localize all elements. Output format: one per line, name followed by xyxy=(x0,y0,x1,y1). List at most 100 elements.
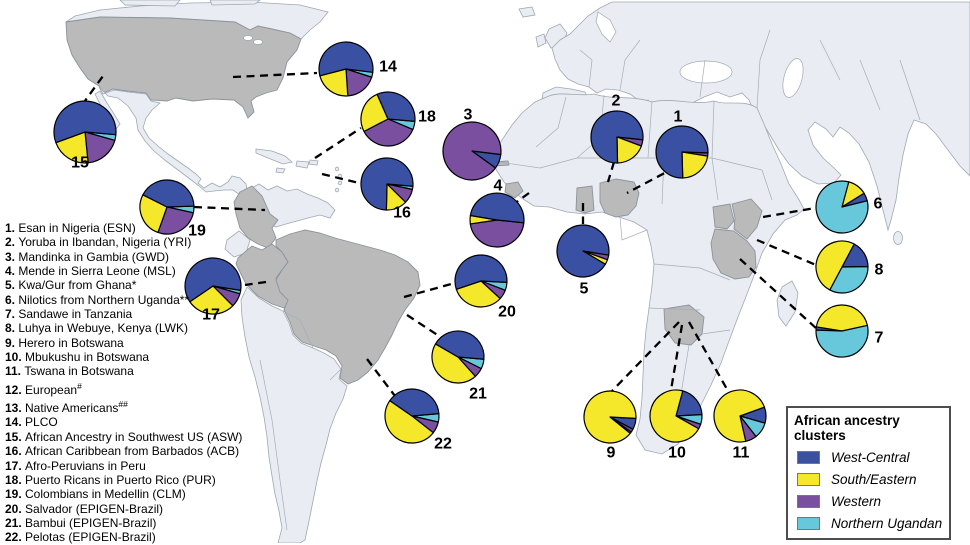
population-list-number: 13. xyxy=(5,401,26,416)
map-island-jamaica xyxy=(275,167,286,174)
connector-line xyxy=(193,205,266,212)
pie-22: 22 xyxy=(384,388,452,453)
connector-line xyxy=(626,165,677,195)
pie-slice-nu xyxy=(815,324,869,358)
legend-title: African ancestry clusters xyxy=(794,413,900,443)
population-list-number: 12. xyxy=(5,382,26,397)
population-list-number: 9. xyxy=(5,335,19,350)
map-island-iceland xyxy=(518,6,536,18)
map-country-colombia xyxy=(233,185,279,249)
legend: African ancestry clusters West-Central So… xyxy=(786,406,951,540)
pie-slice-w xyxy=(157,206,194,235)
connector-line xyxy=(232,71,318,79)
legend-row-w: Western xyxy=(794,494,943,509)
pie-18: 18 xyxy=(360,91,436,147)
pie-number-label: 14 xyxy=(379,59,397,76)
map-baltic-sea xyxy=(595,11,617,43)
connector-line xyxy=(321,172,360,185)
pie-slice-w xyxy=(442,121,502,181)
population-list-number: 21. xyxy=(5,515,26,530)
population-list-item: 17. Afro-Peruvians in Peru xyxy=(5,458,146,473)
map-landmasses xyxy=(65,0,970,543)
population-list-item: 21. Bambui (EPIGEN-Brazil) xyxy=(5,515,157,530)
legend-row-se: South/Eastern xyxy=(794,472,943,487)
population-list-number: 10. xyxy=(5,350,26,365)
population-list-number: 17. xyxy=(5,458,26,473)
population-list-number: 15. xyxy=(5,429,26,444)
pie-6: 6 xyxy=(815,180,883,234)
pie-number-label: 2 xyxy=(612,93,621,110)
pie-number-label: 4 xyxy=(494,178,503,195)
population-list: 1. Esan in Nigeria (ESN) 2. Yoruba in Iba… xyxy=(5,221,242,545)
map-country-uganda xyxy=(712,203,735,230)
population-list-number: 11. xyxy=(5,364,25,379)
connector-line xyxy=(762,206,816,219)
pie-number-label: 16 xyxy=(393,205,411,222)
pie-slice-wc xyxy=(389,388,440,417)
legend-label: West-Central xyxy=(831,450,910,465)
population-list-item: 5. Kwa/Gur from Ghana* xyxy=(5,278,137,293)
pie-slice-wc xyxy=(53,100,117,144)
pie-slice-wc xyxy=(434,330,485,360)
pie-slice-wc xyxy=(469,192,525,224)
pie-2: 2 xyxy=(590,93,644,164)
pie-8: 8 xyxy=(815,240,884,294)
population-list-number: 14. xyxy=(5,415,26,430)
pie-slice-w xyxy=(469,219,525,248)
pie-slice-se xyxy=(681,151,709,179)
pie-number-label: 19 xyxy=(188,223,206,240)
population-list-item: 7. Sandawe in Tanzania xyxy=(5,307,133,322)
map-country-brazil xyxy=(275,229,421,385)
map-southern-south-america xyxy=(240,286,348,543)
pie-16: 16 xyxy=(360,157,414,222)
pie-number-label: 21 xyxy=(469,386,487,403)
map-great-lakes xyxy=(243,35,253,41)
connector-line xyxy=(669,324,684,391)
pie-slice-wc xyxy=(360,157,414,211)
connector-line xyxy=(739,258,818,330)
pie-slice-se xyxy=(189,285,234,315)
connector-line xyxy=(244,280,267,287)
pie-5: 5 xyxy=(556,224,610,298)
pie-20: 20 xyxy=(454,254,516,321)
pie-number-label: 11 xyxy=(733,445,750,462)
pie-15: 15 xyxy=(53,100,117,172)
population-list-item: 16. African Caribbean from Barbados (ACB… xyxy=(5,444,240,459)
map-black-sea xyxy=(679,60,733,84)
pie-4: 4 xyxy=(469,178,525,248)
population-list-item: 20. Salvador (EPIGEN-Brazil) xyxy=(5,501,164,516)
legend-swatch-icon xyxy=(797,451,820,464)
pie-number-label: 9 xyxy=(607,445,616,462)
pie-layer: 1 2 3 4 5 6 7 8 9 10 11 14 15 16 17 18 19 20 21 22 xyxy=(53,41,884,462)
pie-slice-wc xyxy=(184,257,242,303)
pie-slice-wc xyxy=(655,125,709,179)
legend-swatch-icon xyxy=(797,473,820,486)
population-list-item: 9. Herero in Botswana xyxy=(5,335,124,350)
legend-label: Northern Ugandan xyxy=(831,516,943,531)
pie-1: 1 xyxy=(655,109,709,179)
pie-slice-se xyxy=(649,389,700,443)
population-list-number: 5. xyxy=(5,278,19,293)
population-list-item: 22. Pelotas (EPIGEN-Brazil) xyxy=(5,530,156,545)
map-country-tanzania xyxy=(710,228,757,280)
population-list-item: 18. Puerto Ricans in Puerto Rico (PUR) xyxy=(5,472,216,487)
pie-slice-se xyxy=(583,390,637,444)
pie-number-label: 20 xyxy=(498,304,516,321)
population-list-number: 7. xyxy=(5,307,19,322)
population-list-item: 10. Mbukushu in Botswana xyxy=(5,350,150,365)
population-footnote-marker: ## xyxy=(118,399,128,410)
legend-swatch-icon xyxy=(797,517,820,530)
pie-slice-wc xyxy=(318,41,374,77)
connector-line xyxy=(403,281,456,299)
map-island-cuba xyxy=(255,148,293,165)
population-list-item: 13. Native Americans## xyxy=(5,399,128,416)
pie-14: 14 xyxy=(318,41,397,97)
population-list-number: 16. xyxy=(5,444,26,459)
pie-slice-wc xyxy=(454,254,508,290)
map-island-hispaniola xyxy=(295,160,310,169)
map-island-sri-lanka xyxy=(893,231,903,245)
legend-row-nu: Northern Ugandan xyxy=(794,516,943,531)
pie-slice-se xyxy=(319,68,349,97)
map-country-botswana xyxy=(663,304,705,346)
population-list-number: 20. xyxy=(5,501,26,516)
